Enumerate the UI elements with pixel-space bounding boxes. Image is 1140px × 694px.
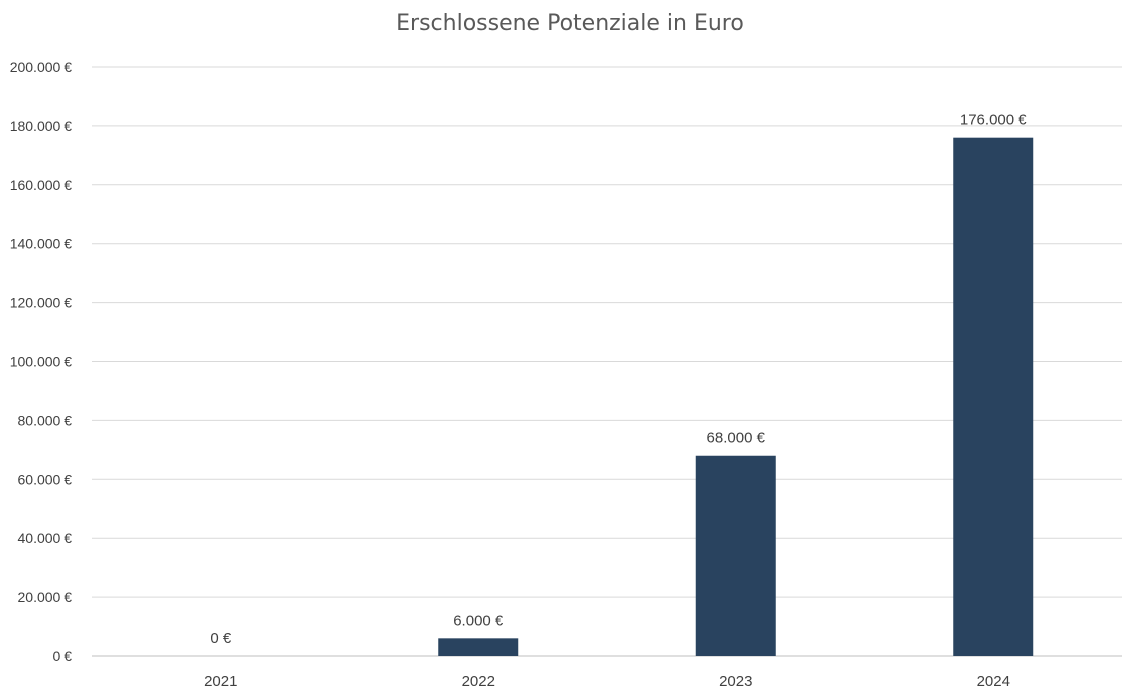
- y-tick-label: 80.000 €: [18, 412, 73, 428]
- chart-title: Erschlossene Potenziale in Euro: [396, 11, 744, 36]
- y-tick-label: 180.000 €: [10, 118, 72, 134]
- data-label: 6.000 €: [453, 612, 504, 629]
- y-tick-label: 160.000 €: [10, 177, 72, 193]
- data-label: 68.000 €: [707, 430, 766, 447]
- y-tick-label: 60.000 €: [18, 471, 73, 487]
- y-tick-label: 140.000 €: [10, 236, 72, 252]
- y-tick-label: 20.000 €: [18, 589, 73, 605]
- y-tick-label: 200.000 €: [10, 59, 72, 75]
- bars: [438, 137, 1034, 656]
- y-tick-label: 120.000 €: [10, 295, 72, 311]
- gridlines: [92, 66, 1122, 657]
- x-tick-label: 2022: [462, 673, 495, 690]
- y-axis-ticks: 0 € 20.000 € 40.000 € 60.000 € 80.000 € 100.0…: [10, 59, 73, 664]
- bar-2023: [695, 455, 776, 656]
- y-tick-label: 40.000 €: [18, 530, 73, 546]
- x-tick-label: 2023: [719, 673, 752, 690]
- x-tick-label: 2021: [204, 673, 237, 690]
- y-tick-label: 0 €: [53, 648, 73, 664]
- data-label: 176.000 €: [960, 112, 1027, 129]
- data-labels: 0 € 6.000 € 68.000 € 176.000 €: [210, 112, 1027, 647]
- bar-2022: [438, 638, 519, 656]
- x-tick-label: 2024: [977, 673, 1010, 690]
- x-axis-ticks: 2021 2022 2023 2024: [204, 673, 1010, 690]
- y-tick-label: 100.000 €: [10, 354, 72, 370]
- bar-2024: [953, 137, 1034, 656]
- data-label: 0 €: [210, 630, 232, 647]
